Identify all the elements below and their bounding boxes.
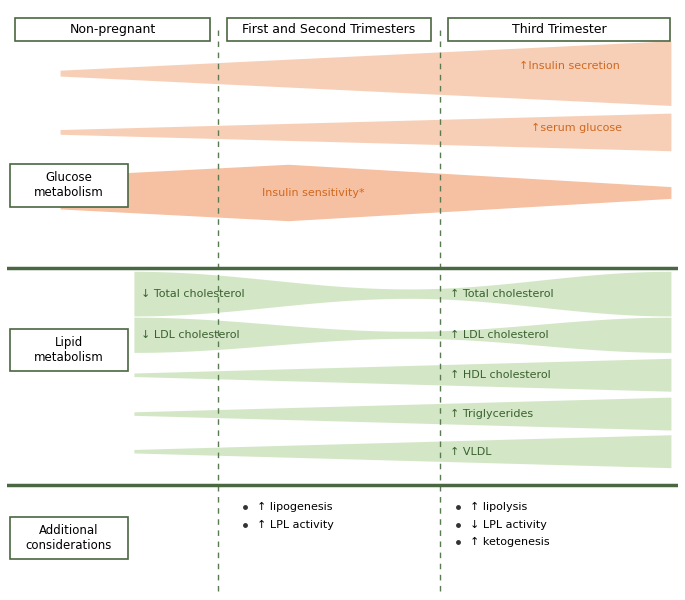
FancyBboxPatch shape [10,164,127,206]
Polygon shape [60,113,671,151]
Polygon shape [134,317,671,353]
Polygon shape [134,435,671,468]
Text: Third Trimester: Third Trimester [512,23,606,36]
FancyBboxPatch shape [227,18,432,41]
Text: Non-pregnant: Non-pregnant [69,23,155,36]
Text: ↓ LDL cholesterol: ↓ LDL cholesterol [141,330,240,340]
Text: ↑ VLDL: ↑ VLDL [450,447,491,457]
Text: ↑ lipogenesis: ↑ lipogenesis [258,502,333,512]
FancyBboxPatch shape [10,517,127,559]
Text: ↑ ketogenesis: ↑ ketogenesis [470,537,549,547]
Polygon shape [134,272,671,316]
Text: ↓ Total cholesterol: ↓ Total cholesterol [141,289,245,299]
Polygon shape [134,359,671,392]
FancyBboxPatch shape [448,18,670,41]
Text: ↑ LPL activity: ↑ LPL activity [258,520,334,530]
Text: ↑Insulin secretion: ↑Insulin secretion [519,61,620,71]
Polygon shape [60,41,671,106]
Text: Lipid
metabolism: Lipid metabolism [34,336,104,364]
Text: Insulin sensitivity*: Insulin sensitivity* [262,188,364,198]
Text: ↓ LPL activity: ↓ LPL activity [470,520,547,530]
Text: Additional
considerations: Additional considerations [26,524,112,552]
Text: ↑serum glucose: ↑serum glucose [531,122,622,133]
Text: ↑ Triglycerides: ↑ Triglycerides [450,409,533,419]
Text: ↑ lipolysis: ↑ lipolysis [470,502,527,512]
FancyBboxPatch shape [10,329,127,371]
Polygon shape [134,398,671,431]
Text: Glucose
metabolism: Glucose metabolism [34,172,104,199]
Text: ↑ HDL cholesterol: ↑ HDL cholesterol [450,370,551,380]
Text: First and Second Trimesters: First and Second Trimesters [242,23,416,36]
Text: ↑ LDL cholesterol: ↑ LDL cholesterol [450,330,549,340]
Polygon shape [60,165,671,221]
FancyBboxPatch shape [15,18,210,41]
Text: ↑ Total cholesterol: ↑ Total cholesterol [450,289,553,299]
